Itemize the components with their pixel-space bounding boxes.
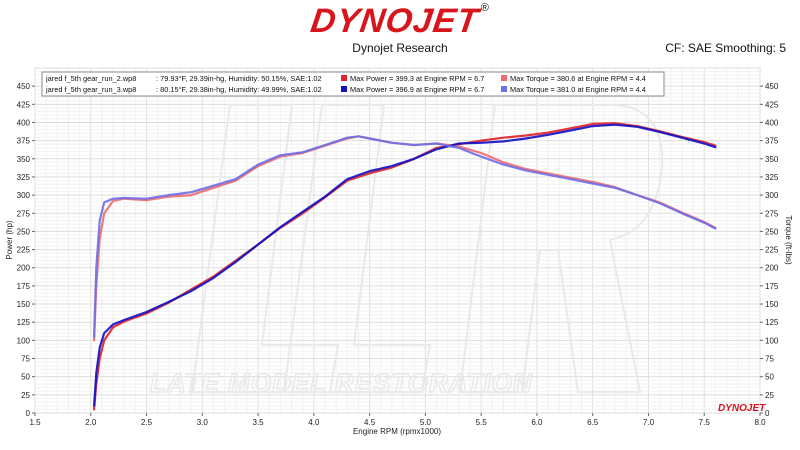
report-subtitle: Dynojet Research: [352, 41, 448, 55]
x-tick-label: 5.0: [420, 418, 432, 427]
y2-tick-label: 250: [765, 227, 779, 236]
y-axis-title: Power (hp): [5, 220, 14, 259]
y-tick-label: 75: [21, 355, 30, 364]
registered-mark: ®: [480, 2, 489, 14]
plot-area: [34, 67, 761, 414]
x-tick-label: 7.5: [699, 418, 711, 427]
x-tick-label: 3.0: [197, 418, 209, 427]
y-tick-label: 450: [17, 82, 31, 91]
y-tick-label: 300: [17, 191, 31, 200]
x-tick-label: 5.5: [476, 418, 488, 427]
series-line-4-torque: [93, 135, 717, 338]
y2-tick-label: 50: [765, 373, 774, 382]
y2-tick-label: 25: [765, 391, 774, 400]
y2-tick-label: 0: [765, 409, 770, 418]
legend-run-2-torque-swatch: [501, 86, 507, 92]
y2-tick-label: 375: [765, 137, 779, 146]
watermark-letter-l2: [282, 104, 432, 393]
y-tick-label: 375: [17, 137, 31, 146]
legend-run-1-conditions: : 79.93°F, 29.39in-hg, Humidity: 50.15%,…: [156, 74, 322, 83]
watermark-letter-r: [458, 104, 664, 393]
y2-tick-label: 200: [765, 264, 779, 273]
y2-tick-label: 100: [765, 336, 779, 345]
x-tick-label: 4.5: [364, 418, 376, 427]
y-tick-label: 350: [17, 155, 31, 164]
legend-box: [41, 71, 665, 97]
x-tick-label: 7.0: [643, 418, 655, 427]
y-tick-label: 200: [17, 264, 31, 273]
x-tick-label: 3.5: [253, 418, 265, 427]
y-tick-label: 50: [21, 373, 30, 382]
y-tick-label: 400: [17, 118, 31, 127]
legend-run-2-power-swatch: [341, 86, 347, 92]
y-tick-label: 425: [17, 100, 31, 109]
legend-run-1-power: Max Power = 399.3 at Engine RPM = 6.7: [350, 74, 484, 83]
y2-tick-label: 300: [765, 191, 779, 200]
series-line-3-power: [93, 123, 717, 407]
y-tick-label: 325: [17, 173, 31, 182]
series-layer: [93, 122, 717, 411]
y-tick-label: 100: [17, 336, 31, 345]
y-tick-label: 25: [21, 391, 30, 400]
y-tick-label: 150: [17, 300, 31, 309]
y-tick-label: 275: [17, 209, 31, 218]
watermark-text: LATE MODEL RESTORATION: [150, 368, 533, 398]
y2-tick-label: 175: [765, 282, 779, 291]
legend-run-1-power-swatch: [341, 75, 347, 81]
y2-tick-label: 350: [765, 155, 779, 164]
legend-run-2-conditions: : 80.15°F, 29.38in-hg, Humidity: 49.99%,…: [156, 85, 322, 94]
axis-ticks: 1.5 2.0 2.5 3.0 3.5 4.0 4.5 5.0 5.5 6.0 6.5 7.0 7.5 8…: [17, 82, 779, 427]
watermark-letter-l1: [190, 104, 340, 393]
dynojet-logo: DYNOJET®: [0, 2, 800, 41]
legend-run-1-file: jared f_5th gear_run_2.wp8: [45, 74, 136, 83]
legend-run-2-power: Max Power = 396.9 at Engine RPM = 6.7: [350, 85, 484, 94]
legend-run-1-torque: Max Torque = 380.6 at Engine RPM = 4.4: [510, 74, 646, 83]
legend-run-2-torque: Max Torque = 381.0 at Engine RPM = 4.4: [510, 85, 646, 94]
y2-axis-title: Torque (ft-lbs): [784, 215, 793, 265]
legend-run-1-torque-swatch: [501, 75, 507, 81]
y-tick-label: 125: [17, 318, 31, 327]
series-line-1-power: [93, 122, 717, 411]
legend: jared f_5th gear_run_2.wp8 : 79.93°F, 29…: [41, 71, 665, 97]
x-tick-label: 4.0: [308, 418, 320, 427]
x-tick-label: 6.0: [531, 418, 543, 427]
y2-tick-label: 450: [765, 82, 779, 91]
y2-tick-label: 325: [765, 173, 779, 182]
x-tick-label: 1.5: [29, 418, 41, 427]
legend-run-2-file: jared f_5th gear_run_3.wp8: [45, 85, 136, 94]
y-tick-label: 225: [17, 246, 31, 255]
y2-tick-label: 425: [765, 100, 779, 109]
watermark: LATE MODEL RESTORATION: [149, 104, 664, 399]
y2-tick-label: 400: [765, 118, 779, 127]
corner-logo: DYNOJET: [718, 403, 766, 414]
correction-factor: CF: SAE Smoothing: 5: [665, 41, 786, 55]
x-tick-label: 2.0: [85, 418, 97, 427]
x-axis-title: Engine RPM (rpmx1000): [353, 427, 441, 436]
y2-tick-label: 275: [765, 209, 779, 218]
y2-tick-label: 225: [765, 246, 779, 255]
y2-tick-label: 150: [765, 300, 779, 309]
x-tick-label: 8.0: [754, 418, 766, 427]
grid-lines: [34, 67, 761, 414]
x-tick-label: 2.5: [141, 418, 153, 427]
y-tick-label: 0: [26, 409, 31, 418]
x-tick-label: 6.5: [587, 418, 599, 427]
y-tick-label: 175: [17, 282, 31, 291]
y2-tick-label: 125: [765, 318, 779, 327]
y-tick-label: 250: [17, 227, 31, 236]
y2-tick-label: 75: [765, 355, 774, 364]
